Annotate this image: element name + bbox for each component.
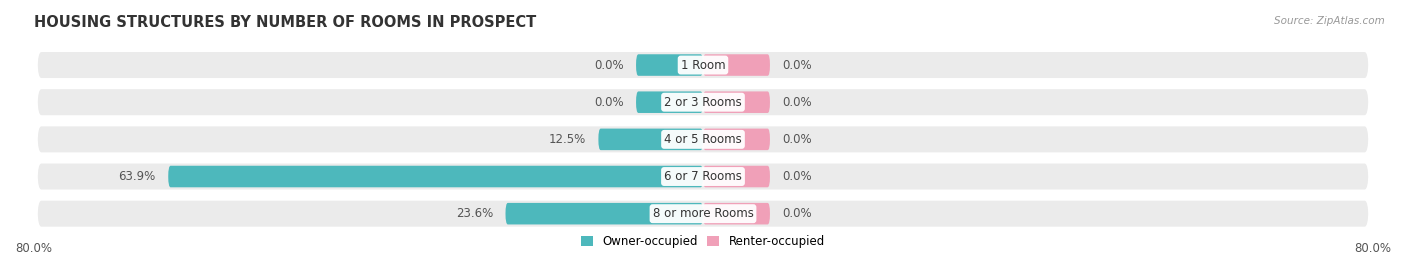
FancyBboxPatch shape [38, 164, 1368, 190]
FancyBboxPatch shape [38, 52, 1368, 78]
FancyBboxPatch shape [703, 54, 770, 76]
Text: 63.9%: 63.9% [118, 170, 156, 183]
Text: 1 Room: 1 Room [681, 59, 725, 72]
FancyBboxPatch shape [703, 92, 770, 113]
Text: 4 or 5 Rooms: 4 or 5 Rooms [664, 133, 742, 146]
FancyBboxPatch shape [169, 166, 703, 187]
FancyBboxPatch shape [636, 92, 703, 113]
FancyBboxPatch shape [703, 129, 770, 150]
FancyBboxPatch shape [38, 201, 1368, 227]
Text: 12.5%: 12.5% [548, 133, 586, 146]
Text: 6 or 7 Rooms: 6 or 7 Rooms [664, 170, 742, 183]
Text: 0.0%: 0.0% [783, 170, 813, 183]
Text: 23.6%: 23.6% [456, 207, 494, 220]
Text: 0.0%: 0.0% [783, 96, 813, 109]
Text: Source: ZipAtlas.com: Source: ZipAtlas.com [1274, 16, 1385, 26]
FancyBboxPatch shape [703, 166, 770, 187]
FancyBboxPatch shape [38, 126, 1368, 152]
FancyBboxPatch shape [599, 129, 703, 150]
Text: 0.0%: 0.0% [593, 96, 623, 109]
Text: 0.0%: 0.0% [783, 133, 813, 146]
FancyBboxPatch shape [636, 54, 703, 76]
Text: 8 or more Rooms: 8 or more Rooms [652, 207, 754, 220]
FancyBboxPatch shape [703, 203, 770, 224]
Legend: Owner-occupied, Renter-occupied: Owner-occupied, Renter-occupied [581, 235, 825, 248]
Text: 2 or 3 Rooms: 2 or 3 Rooms [664, 96, 742, 109]
Text: 0.0%: 0.0% [783, 207, 813, 220]
Text: 0.0%: 0.0% [783, 59, 813, 72]
Text: 0.0%: 0.0% [593, 59, 623, 72]
FancyBboxPatch shape [38, 89, 1368, 115]
FancyBboxPatch shape [506, 203, 703, 224]
Text: HOUSING STRUCTURES BY NUMBER OF ROOMS IN PROSPECT: HOUSING STRUCTURES BY NUMBER OF ROOMS IN… [34, 15, 536, 30]
